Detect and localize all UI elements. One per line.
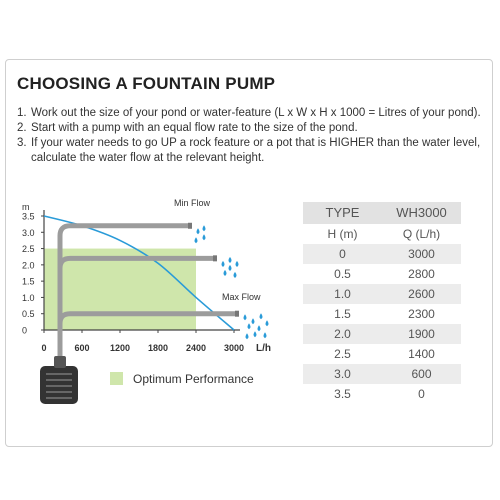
step-text: Start with a pump with an equal flow rat… — [31, 122, 358, 134]
table-subheader-row: H (m) Q (L/h) — [303, 224, 461, 244]
table-subheader: H (m) — [327, 227, 358, 241]
table-row: 3.0 600 — [303, 364, 461, 384]
instruction-list: 1. Work out the size of your pond or wat… — [17, 106, 487, 166]
water-drop-icon — [245, 333, 249, 340]
table-cell: 0 — [339, 247, 346, 261]
pump-icon — [40, 356, 78, 404]
table-row: 2.0 1900 — [303, 324, 461, 344]
step-text: If your water needs to go UP a rock feat… — [31, 137, 481, 164]
water-drop-icon — [233, 271, 237, 278]
y-tick-label: 1.5 — [22, 277, 35, 287]
x-tick-label: 2400 — [186, 343, 206, 353]
table-cell: 3000 — [408, 247, 435, 261]
water-drop-icon — [259, 313, 263, 320]
table-cell: 0.5 — [334, 267, 351, 281]
x-tick-label: 3000 — [224, 343, 244, 353]
water-drop-icon — [196, 228, 200, 235]
table-cell: 1400 — [408, 347, 435, 361]
water-drop-icon — [235, 260, 239, 267]
water-drop-icon — [202, 234, 206, 241]
pipe-line — [57, 223, 190, 372]
water-drop-icon — [247, 323, 251, 330]
y-axis-label: m — [22, 202, 30, 212]
table-row: 2.5 1400 — [303, 344, 461, 364]
x-tick-label: 0 — [41, 343, 46, 353]
water-drop-icon — [228, 264, 232, 271]
water-drop-icon — [253, 331, 257, 338]
y-tick-label: 0.5 — [22, 309, 35, 319]
water-drop-icon — [223, 269, 227, 276]
table-row: 0.5 2800 — [303, 264, 461, 284]
y-tick-label: 0 — [22, 326, 27, 336]
water-drop-icon — [263, 332, 267, 339]
water-drop-icon — [194, 237, 198, 244]
optimum-region — [44, 248, 196, 330]
table-subheader: Q (L/h) — [402, 227, 441, 241]
table-cell: 3.5 — [334, 387, 351, 401]
water-drop-icon — [257, 325, 261, 332]
water-drop-icon — [202, 225, 206, 232]
table-row: 3.5 0 — [303, 384, 461, 404]
table-row: 0 3000 — [303, 244, 461, 264]
pipe-nozzle — [213, 255, 217, 262]
y-tick-label: 3.5 — [22, 212, 35, 222]
step-number: 1. — [17, 107, 27, 119]
table-header-row: TYPE WH3000 — [303, 202, 461, 224]
table-cell: 0 — [418, 387, 425, 401]
instruction-step: 3. If your water needs to go UP a rock f… — [17, 136, 487, 166]
pipe-nozzle — [188, 222, 192, 229]
table-cell: 2.0 — [334, 327, 351, 341]
table-cell: 3.0 — [334, 367, 351, 381]
pipe-nozzle — [235, 310, 239, 317]
pipe-line — [57, 255, 215, 372]
y-tick-label: 3.0 — [22, 228, 35, 238]
legend-swatch — [110, 372, 123, 385]
x-tick-label: 1800 — [148, 343, 168, 353]
annotation-min-flow: Min Flow — [174, 198, 211, 208]
water-drop-icon — [243, 314, 247, 321]
instruction-step: 2. Start with a pump with an equal flow … — [17, 121, 487, 136]
table-cell: 2800 — [408, 267, 435, 281]
y-tick-label: 2.0 — [22, 260, 35, 270]
step-text: Work out the size of your pond or water-… — [31, 107, 481, 119]
table-row: 1.5 2300 — [303, 304, 461, 324]
table-cell: 2600 — [408, 287, 435, 301]
step-number: 2. — [17, 122, 27, 134]
water-drop-icon — [228, 256, 232, 263]
water-drop-icon — [251, 318, 255, 325]
page-title: CHOOSING A FOUNTAIN PUMP — [17, 74, 276, 93]
flow-table: TYPE WH3000 H (m) Q (L/h) 0 3000 0.5 280… — [303, 202, 461, 404]
table-cell: 600 — [411, 367, 432, 381]
table-cell: 1.5 — [334, 307, 351, 321]
table-header: WH3000 — [396, 205, 447, 220]
water-drop-icon — [221, 260, 225, 267]
table-cell: 2300 — [408, 307, 435, 321]
pump-outlet — [54, 356, 66, 368]
table-row: 1.0 2600 — [303, 284, 461, 304]
instruction-step: 1. Work out the size of your pond or wat… — [17, 106, 487, 121]
x-tick-label: 1200 — [110, 343, 130, 353]
table-cell: 1.0 — [334, 287, 351, 301]
pump-curve-chart: 0 0.5 1.0 1.5 2.0 2.5 3.0 3.5m 0 600 1200 1800 2400 3… — [22, 198, 271, 404]
x-axis-label: L/h — [256, 343, 271, 354]
water-drop-icon — [265, 320, 269, 327]
table-header: TYPE — [325, 205, 360, 220]
y-tick-label: 1.0 — [22, 293, 35, 303]
pump-body — [40, 366, 78, 404]
pipe-line — [57, 311, 237, 372]
legend-label: Optimum Performance — [133, 372, 254, 386]
table-cell: 1900 — [408, 327, 435, 341]
step-number: 3. — [17, 137, 27, 149]
annotation-max-flow: Max Flow — [222, 292, 261, 302]
y-tick-label: 2.5 — [22, 244, 35, 254]
table-cell: 2.5 — [334, 347, 351, 361]
x-tick-label: 600 — [74, 343, 89, 353]
